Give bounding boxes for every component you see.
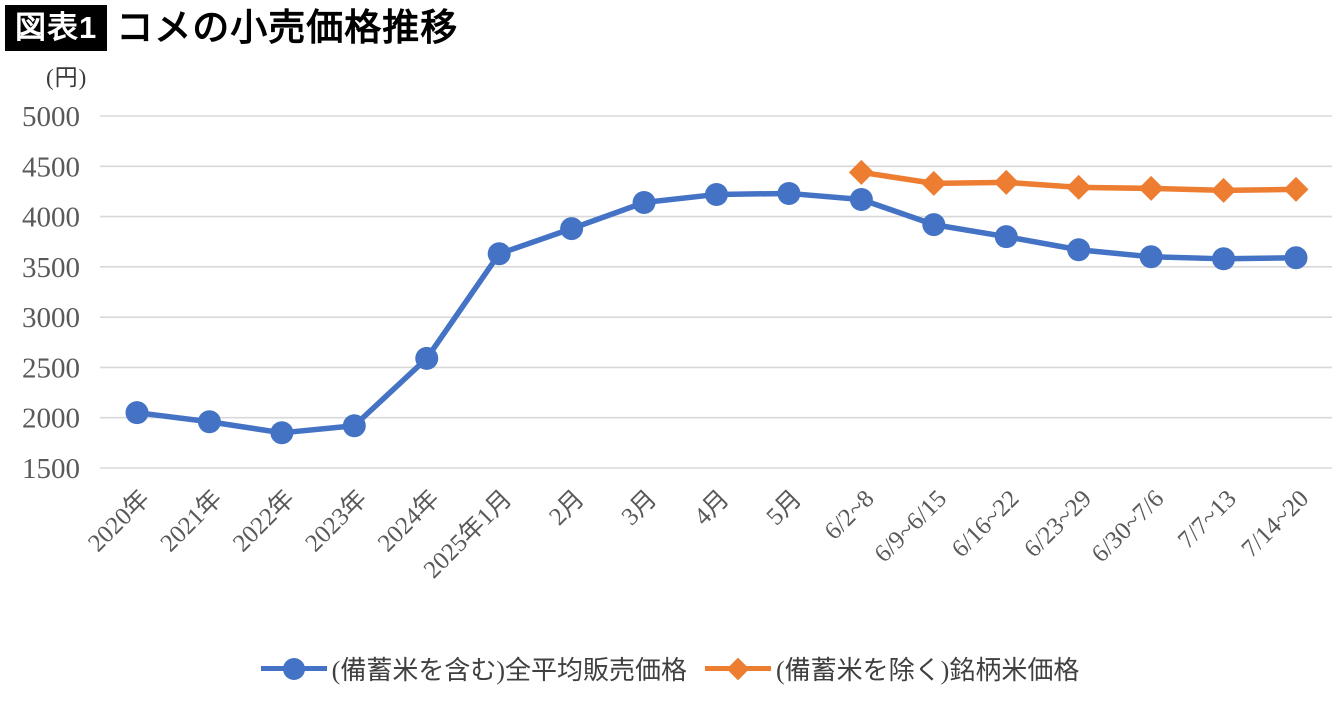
series-line bbox=[134, 190, 1299, 436]
x-tick-label-6: 2月 bbox=[544, 485, 590, 531]
data-point-circle bbox=[994, 225, 1018, 249]
x-tick-label-1: 2021年 bbox=[155, 484, 228, 557]
x-tick-label-13: 6/23~29 bbox=[1019, 485, 1097, 563]
gridlines bbox=[100, 115, 1332, 469]
y-axis-tick-labels: 5000 4500 4000 3500 3000 2500 2000 1500 bbox=[22, 101, 80, 485]
data-point-circle bbox=[1067, 238, 1091, 262]
x-tick-label-12: 6/16~22 bbox=[947, 485, 1025, 563]
x-tick-label-11: 6/9~6/15 bbox=[869, 485, 952, 568]
data-point-circle bbox=[705, 182, 728, 206]
x-tick-label-7: 3月 bbox=[617, 485, 663, 531]
legend-label-brand-price: (備蓄米を除く)銘柄米価格 bbox=[776, 656, 1080, 685]
x-tick-label-3: 2023年 bbox=[300, 484, 373, 557]
data-point-circle bbox=[415, 346, 439, 370]
legend-item-brand-price: (備蓄米を除く)銘柄米価格 bbox=[705, 650, 1079, 687]
blue-circle-marker-icon bbox=[260, 656, 327, 682]
data-point-diamond bbox=[1211, 177, 1237, 203]
data-point-circle bbox=[197, 410, 221, 434]
data-point-diamond bbox=[1138, 175, 1164, 201]
legend-label-average-price: (備蓄米を含む)全平均販売価格 bbox=[331, 656, 687, 685]
x-tick-label-4: 2024年 bbox=[372, 484, 445, 557]
legend-item-average-price: (備蓄米を含む)全平均販売価格 bbox=[260, 650, 687, 687]
orange-diamond-marker-icon bbox=[705, 656, 771, 682]
data-point-diamond bbox=[921, 170, 947, 196]
figure-number-badge: 図表1 bbox=[5, 5, 108, 51]
x-tick-label-14: 6/30~7/6 bbox=[1087, 485, 1170, 568]
data-point-diamond bbox=[993, 169, 1019, 195]
chart-legend: (備蓄米を含む)全平均販売価格 (備蓄米を除く)銘柄米価格 bbox=[0, 650, 1340, 687]
x-tick-label-8: 4月 bbox=[689, 485, 735, 531]
data-point-diamond bbox=[1283, 176, 1309, 202]
y-tick-label-4000: 4000 bbox=[22, 202, 80, 234]
data-point-circle bbox=[1284, 246, 1308, 270]
data-point-circle bbox=[777, 181, 801, 205]
series-average-price bbox=[125, 181, 1308, 445]
data-point-circle bbox=[342, 414, 366, 438]
data-point-diamond bbox=[1066, 174, 1092, 200]
data-point-circle bbox=[270, 421, 294, 445]
series-brand-price bbox=[848, 159, 1309, 203]
data-point-circle bbox=[1212, 247, 1236, 271]
data-point-circle bbox=[632, 190, 656, 214]
y-axis-unit-label: (円) bbox=[46, 65, 88, 90]
page-title: コメの小売価格推移 bbox=[116, 6, 459, 48]
y-tick-label-3000: 3000 bbox=[22, 302, 80, 334]
y-tick-label-2000: 2000 bbox=[22, 403, 80, 435]
x-tick-label-10: 6/2~8 bbox=[820, 485, 880, 545]
x-tick-label-15: 7/7~13 bbox=[1173, 485, 1242, 554]
data-point-circle bbox=[849, 187, 873, 211]
x-tick-label-9: 5月 bbox=[762, 485, 808, 531]
y-tick-label-4500: 4500 bbox=[22, 151, 80, 183]
chart-header: 図表1 コメの小売価格推移 bbox=[5, 5, 458, 51]
y-tick-label-1500: 1500 bbox=[22, 453, 80, 485]
y-tick-label-2500: 2500 bbox=[22, 352, 80, 384]
x-tick-label-0: 2020年 bbox=[82, 484, 155, 557]
data-point-circle bbox=[487, 242, 511, 266]
data-point-diamond bbox=[848, 159, 874, 185]
data-point-circle bbox=[922, 213, 946, 237]
x-tick-label-2: 2022年 bbox=[227, 484, 300, 557]
y-tick-label-5000: 5000 bbox=[22, 101, 80, 133]
data-point-circle bbox=[560, 217, 584, 241]
data-point-circle bbox=[125, 401, 149, 425]
y-tick-label-3500: 3500 bbox=[22, 252, 80, 284]
data-point-circle bbox=[1139, 245, 1163, 269]
x-tick-label-16: 7/14~20 bbox=[1236, 485, 1314, 563]
